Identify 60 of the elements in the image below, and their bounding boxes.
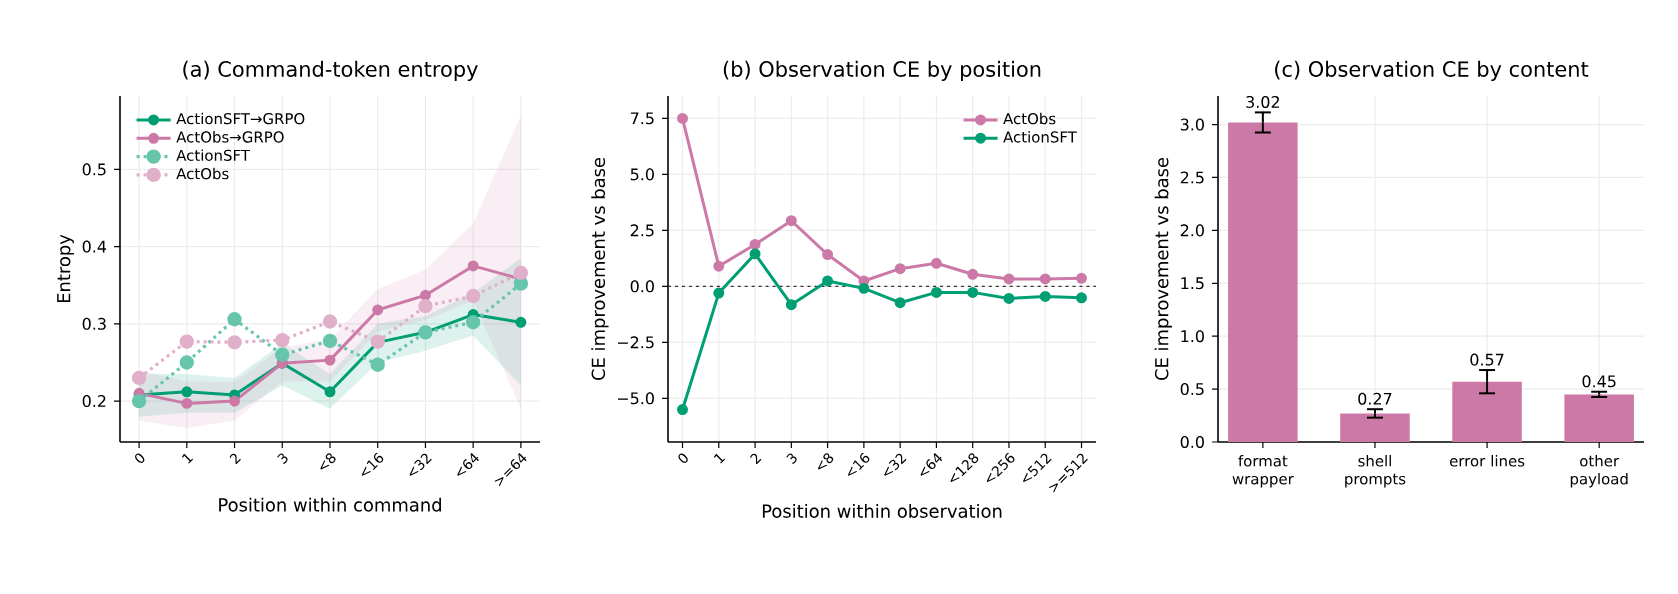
point	[181, 386, 193, 398]
point	[513, 265, 529, 281]
point	[930, 286, 942, 298]
bar	[1340, 413, 1410, 442]
y-axis-title: Entropy	[57, 234, 74, 303]
point	[515, 316, 527, 328]
point	[1039, 290, 1051, 302]
point	[322, 333, 338, 349]
point	[1003, 292, 1015, 304]
point	[465, 315, 481, 330]
point	[179, 334, 194, 349]
point	[275, 332, 290, 348]
point	[967, 286, 979, 298]
point	[930, 257, 942, 269]
point	[967, 268, 979, 280]
y-axis-title: CE improvement vs base	[591, 157, 609, 380]
point	[749, 248, 761, 260]
bar	[1564, 394, 1634, 442]
point	[181, 397, 193, 409]
x-axis-title: Position within observation	[762, 504, 1002, 518]
chart-title: (b) Observation CE by position	[723, 60, 1041, 81]
point	[894, 297, 906, 309]
point	[713, 260, 725, 272]
point	[1003, 273, 1015, 285]
point	[418, 298, 433, 314]
point	[785, 215, 797, 227]
point	[131, 393, 147, 409]
point	[1076, 272, 1087, 284]
y-axis-title: CE improvement vs base	[1154, 157, 1172, 380]
point	[858, 282, 870, 294]
point	[677, 404, 688, 416]
point	[179, 355, 194, 370]
point	[1076, 292, 1087, 304]
point	[131, 370, 147, 386]
point	[822, 275, 834, 287]
chart-title: (c) Observation CE by content	[1275, 60, 1589, 81]
point	[419, 289, 431, 301]
point	[785, 299, 797, 311]
point	[677, 112, 688, 124]
point	[227, 312, 242, 327]
point	[513, 276, 529, 291]
point	[465, 288, 481, 304]
point	[372, 304, 384, 316]
point	[822, 249, 834, 261]
bar	[1228, 122, 1298, 442]
chart-title: (a) Command-token entropy	[183, 60, 478, 81]
point	[749, 238, 761, 250]
point	[322, 314, 338, 329]
point	[275, 347, 290, 362]
bar	[1452, 381, 1522, 442]
point	[370, 357, 385, 372]
point	[227, 335, 242, 350]
point	[713, 287, 725, 299]
point	[324, 386, 336, 398]
point	[467, 260, 479, 272]
x-axis-title: Position within command	[219, 497, 441, 512]
point	[894, 263, 906, 275]
point	[1039, 273, 1051, 285]
point	[324, 354, 336, 366]
point	[229, 395, 241, 407]
